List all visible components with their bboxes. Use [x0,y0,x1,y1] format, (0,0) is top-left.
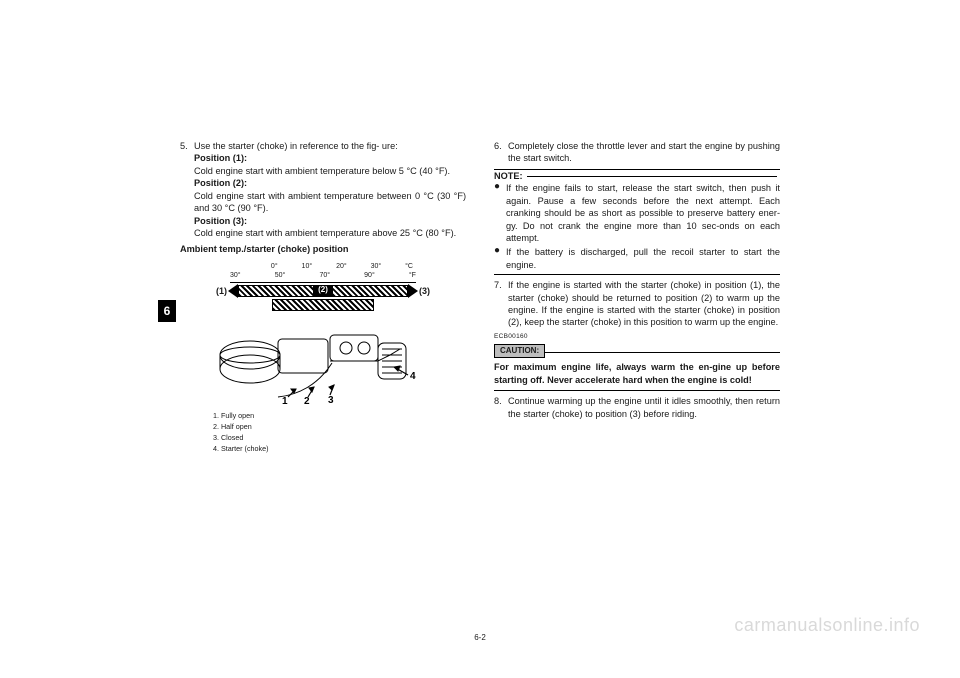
pos3-label: Position (3): [194,216,247,226]
hatch-right [332,285,408,297]
pos2-indicator: (2) [314,285,332,297]
note-bullet-1-text: If the engine fails to start, release th… [506,182,780,244]
callout-1: 1 [282,396,288,405]
step-6: 6. Completely close the throttle lever a… [494,140,780,165]
page-number: 6-2 [474,633,486,644]
legend-3: 3. Closed [213,433,433,443]
f-90: 90° [364,271,375,280]
f-70: 70° [319,271,330,280]
note-block: NOTE: [494,170,780,182]
ec-code: ECB00160 [494,333,780,342]
callout-3: 3 [328,395,334,405]
c-unit: °C [405,262,413,271]
legend-2: 2. Half open [213,422,433,432]
scale-celsius: 0° 10° 20° 30° °C [233,262,413,271]
f-unit: °F [409,271,416,280]
note-bullet-2: ● If the battery is discharged, pull the… [494,246,780,271]
c-10: 10° [302,262,313,271]
bullet-icon: ● [494,182,506,244]
figure-title: Ambient temp./starter (choke) position [180,243,466,255]
pos1-label: Position (1): [194,153,247,163]
step-5-intro: Use the starter (choke) in reference to … [194,141,398,151]
step-5: 5. Use the starter (choke) in reference … [180,140,466,239]
figure-legend: 1. Fully open 2. Half open 3. Closed 4. … [213,411,433,454]
left-column: 5. Use the starter (choke) in reference … [180,140,466,620]
step-number: 8. [494,395,508,420]
callout-4: 4 [410,371,416,382]
c-0: 0° [271,262,278,271]
step-8-text: Continue warming up the engine until it … [508,395,780,420]
pos2-text: Cold engine start with ambient temperatu… [194,191,466,213]
note-bullet-1: ● If the engine fails to start, release … [494,182,780,244]
callout-2: 2 [304,396,310,405]
step-number: 5. [180,140,194,239]
rule [494,274,780,275]
step-number: 7. [494,279,508,329]
step-number: 6. [494,140,508,165]
handlebar-icon: 1 2 3 4 [218,315,428,405]
caution-heading: CAUTION: [494,344,780,359]
caution-body: For maximum engine life, always warm the… [494,361,780,386]
manual-page: 5. Use the starter (choke) in reference … [180,140,780,620]
legend-1: 1. Fully open [213,411,433,421]
step-8: 8. Continue warming up the engine until … [494,395,780,420]
rule [545,352,780,353]
pos2-label: Position (2): [194,178,247,188]
legend-4: 4. Starter (choke) [213,444,433,454]
hatch-left [238,285,314,297]
range-bar: (2) [230,284,416,298]
note-bullet-2-text: If the battery is discharged, pull the r… [506,246,780,271]
bullet-icon: ● [494,246,506,271]
hatch-bottom [272,299,374,311]
pos3-text: Cold engine start with ambient temperatu… [194,228,456,238]
right-column: 6. Completely close the throttle lever a… [494,140,780,620]
scale-fahrenheit: 30° 50° 70° 90° °F [230,271,416,282]
step-7-text: If the engine is started with the starte… [508,279,780,329]
step-body: Use the starter (choke) in reference to … [194,140,466,239]
caution-tag: CAUTION: [494,344,545,359]
watermark: carmanualsonline.info [734,615,920,636]
step-6-text: Completely close the throttle lever and … [508,140,780,165]
f-50: 50° [275,271,286,280]
note-heading: NOTE: [494,171,523,181]
arrow-left-icon [228,284,238,298]
choke-figure: 0° 10° 20° 30° °C (1) 30° 50° 70° [213,262,433,454]
c-20: 20° [336,262,347,271]
paren-3: (3) [416,285,433,297]
rule [494,390,780,391]
pos1-text: Cold engine start with ambient temperatu… [194,166,450,176]
step-7: 7. If the engine is started with the sta… [494,279,780,329]
c-30: 30° [371,262,382,271]
f-30: 30° [230,271,241,280]
section-tab: 6 [158,300,176,322]
